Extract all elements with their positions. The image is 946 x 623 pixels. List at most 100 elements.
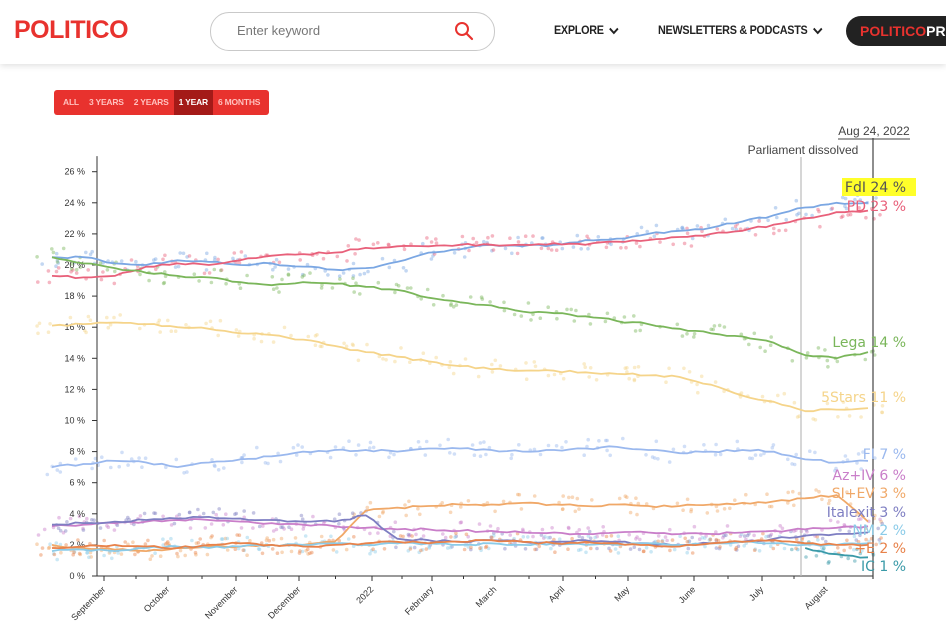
poll-dot <box>765 492 769 497</box>
poll-dot <box>604 245 609 250</box>
trend-line-pd[interactable] <box>51 209 869 279</box>
poll-dot <box>407 499 411 504</box>
poll-dot <box>805 351 810 355</box>
poll-dot <box>557 500 561 505</box>
poll-dot <box>795 213 799 217</box>
poll-dot <box>358 272 362 277</box>
y-tick-label: 22 % <box>64 229 85 239</box>
search-icon[interactable] <box>454 21 474 41</box>
poll-dot <box>368 531 372 536</box>
poll-dot <box>724 533 728 538</box>
poll-dot <box>595 546 599 551</box>
politico-logo[interactable]: POLITICO <box>14 16 129 44</box>
poll-dot <box>810 213 814 218</box>
poll-dot <box>521 527 525 532</box>
poll-dot <box>51 250 56 255</box>
poll-dot <box>637 547 642 552</box>
poll-dot <box>668 527 672 532</box>
range-6-months-button[interactable]: 6 MONTHS <box>217 97 261 107</box>
x-tick-label: June <box>677 584 698 605</box>
poll-dot <box>864 215 868 220</box>
poll-dot <box>55 260 60 264</box>
trend-line--e[interactable] <box>51 539 869 550</box>
poll-dot <box>627 532 631 537</box>
poll-dot <box>728 506 732 511</box>
poll-dot <box>368 446 372 450</box>
poll-dot <box>858 551 863 556</box>
poll-dot <box>855 461 859 465</box>
poll-dot <box>293 536 298 540</box>
poll-dot <box>187 254 192 258</box>
poll-dot <box>859 415 863 419</box>
poll-dot <box>297 551 302 555</box>
poll-dot <box>421 534 426 538</box>
trend-line-fi[interactable] <box>51 445 869 468</box>
poll-dot <box>625 370 629 374</box>
poll-dot <box>320 344 324 349</box>
poll-dot <box>742 544 746 548</box>
poll-dot <box>814 554 819 558</box>
y-tick-label: 0 % <box>69 571 85 581</box>
poll-dot <box>512 312 517 317</box>
poll-dot <box>102 538 106 543</box>
poll-dot <box>689 244 694 248</box>
poll-dot <box>825 401 830 406</box>
poll-dot <box>702 443 706 447</box>
trend-line-fdi[interactable] <box>51 201 869 272</box>
poll-dot <box>782 546 787 551</box>
poll-dot <box>483 545 488 550</box>
poll-dot <box>254 445 259 450</box>
poll-dot <box>484 544 489 549</box>
poll-dot <box>470 443 475 447</box>
poll-dot <box>667 460 672 464</box>
poll-dot <box>105 315 109 320</box>
poll-dot <box>106 325 111 330</box>
poll-dot <box>718 545 722 549</box>
poll-dot <box>573 509 578 514</box>
nav-newsletters-podcasts[interactable]: NEWSLETTERS & PODCASTS <box>658 23 823 37</box>
poll-dot <box>680 225 685 230</box>
poll-dot <box>126 463 130 467</box>
poll-dot <box>842 548 846 553</box>
poll-dot <box>735 439 740 444</box>
poll-dot <box>546 246 551 251</box>
poll-dot <box>561 494 565 498</box>
trend-line-az-iv[interactable] <box>51 518 869 536</box>
poll-dot <box>337 274 342 279</box>
poll-dot <box>306 547 310 552</box>
politico-pro-button[interactable]: POLITICOPRO <box>846 16 946 46</box>
poll-dot <box>609 534 614 538</box>
poll-dot <box>632 545 637 549</box>
poll-dot <box>72 550 77 554</box>
nav-explore[interactable]: EXPLORE <box>554 23 619 37</box>
poll-dot <box>717 546 722 551</box>
poll-dot <box>58 542 63 547</box>
trend-line-ic[interactable] <box>804 547 869 559</box>
poll-dot <box>352 512 357 517</box>
range-2-years-button[interactable]: 2 YEARS <box>133 97 169 107</box>
poll-dot <box>842 523 847 527</box>
range-1-year-button[interactable]: 1 YEAR <box>173 90 213 115</box>
poll-dot <box>714 530 718 534</box>
search-input[interactable] <box>235 22 449 39</box>
poll-dot <box>89 555 93 559</box>
poll-dot <box>607 546 611 551</box>
poll-dot <box>404 269 408 273</box>
poll-dot <box>804 356 809 360</box>
range-all-button[interactable]: ALL <box>63 97 79 107</box>
trend-line-lega[interactable] <box>51 256 869 360</box>
poll-dot <box>58 528 63 533</box>
poll-dot <box>733 547 738 552</box>
poll-dot <box>546 305 550 310</box>
y-tick-label: 24 % <box>64 198 85 208</box>
poll-dot <box>153 257 158 261</box>
poll-dot <box>593 535 597 540</box>
poll-dot <box>880 410 884 415</box>
poll-dot <box>352 535 356 539</box>
poll-dot <box>318 344 323 349</box>
poll-dot <box>476 374 481 379</box>
poll-dot <box>560 507 565 512</box>
x-tick-label: October <box>142 584 172 614</box>
range-3-years-button[interactable]: 3 YEARS <box>88 97 124 107</box>
trend-line-5stars[interactable] <box>51 321 869 413</box>
